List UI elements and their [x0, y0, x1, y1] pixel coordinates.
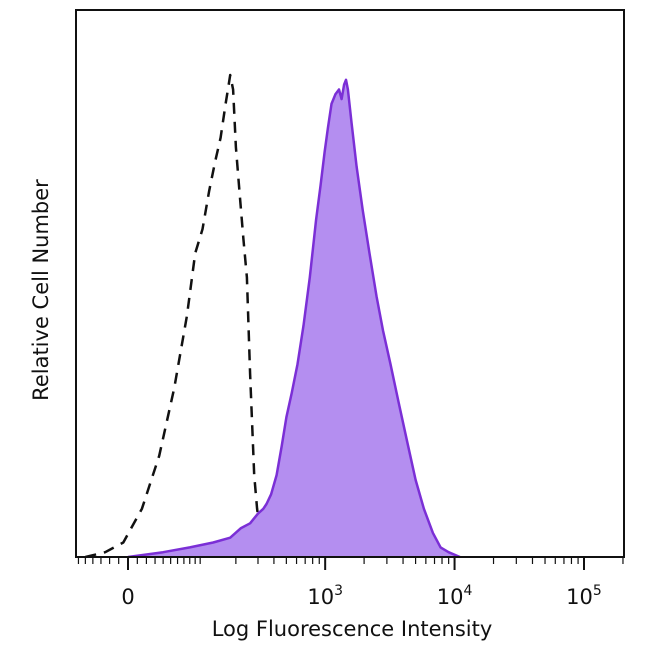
x-tick-label: 103 [307, 583, 343, 609]
x-tick-label-exponent: 5 [593, 583, 602, 599]
x-axis-title: Log Fluorescence Intensity [212, 617, 493, 641]
tick-label-layer: 0 103 104 105 [121, 583, 602, 609]
x-tick-label-base: 10 [437, 585, 464, 609]
stained-histogram-fill [128, 79, 460, 558]
tick-layer [77, 557, 624, 570]
series-layer [85, 73, 461, 559]
x-tick-label-base: 10 [307, 585, 334, 609]
x-tick-label-base: 0 [121, 585, 134, 609]
x-tick-label-base: 10 [566, 585, 593, 609]
x-tick-label: 0 [121, 585, 134, 609]
x-tick-label: 105 [566, 583, 602, 609]
y-axis-title: Relative Cell Number [29, 179, 53, 401]
x-tick-label-exponent: 4 [463, 583, 472, 599]
x-tick-label-exponent: 3 [334, 583, 343, 599]
x-tick-label: 104 [437, 583, 473, 609]
control-histogram-dashed [85, 73, 275, 559]
stained-histogram-outline [127, 78, 461, 559]
plot-frame [75, 9, 625, 558]
